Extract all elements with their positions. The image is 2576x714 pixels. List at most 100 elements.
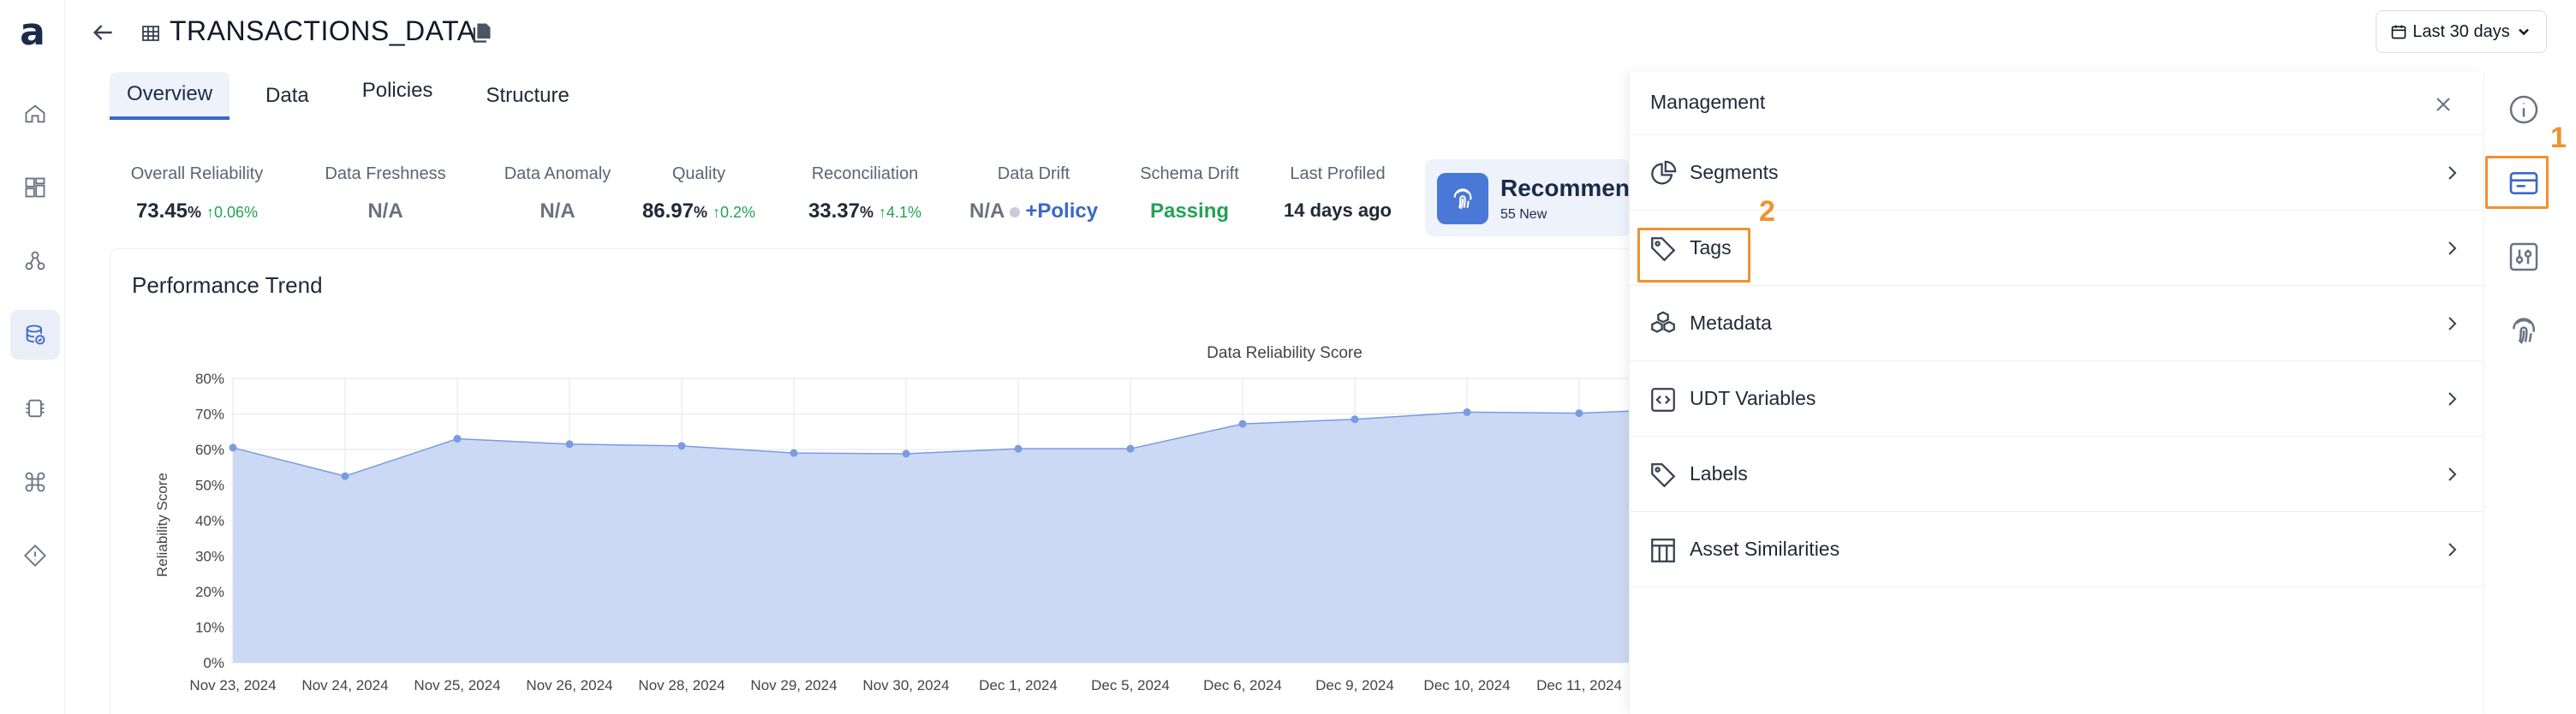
x-tick-label: Nov 29, 2024 (750, 677, 837, 693)
command-icon[interactable] (10, 457, 60, 507)
metric-data-freshness[interactable]: Data Freshness N/A (325, 164, 446, 223)
y-tick-label: 30% (195, 549, 224, 565)
date-range-label: Last 30 days (2412, 21, 2510, 41)
date-range-select[interactable]: Last 30 days (2376, 10, 2547, 53)
y-tick-label: 0% (203, 655, 224, 671)
y-tick-label: 80% (195, 371, 224, 387)
chevron-right-icon (2448, 392, 2457, 406)
management-card-icon[interactable] (2507, 166, 2541, 200)
management-item-tags[interactable]: Tags (1630, 211, 2483, 286)
label-icon (1651, 463, 1676, 488)
data-point (790, 449, 798, 457)
tab-data[interactable]: Data (265, 84, 309, 107)
x-tick-label: Dec 9, 2024 (1315, 677, 1394, 693)
chevron-right-icon (2448, 166, 2457, 180)
app-logo[interactable]: a (20, 10, 45, 54)
back-arrow-icon[interactable] (89, 19, 116, 46)
chip-icon[interactable] (10, 384, 60, 433)
data-reliability-icon[interactable] (10, 310, 60, 360)
y-tick-label: 50% (195, 478, 224, 494)
dashboard-icon[interactable] (10, 163, 60, 212)
fingerprint-icon (1437, 173, 1488, 224)
data-point (229, 443, 237, 452)
metric-schema-drift[interactable]: Schema Drift Passing (1140, 164, 1239, 223)
chevron-right-icon (2448, 317, 2457, 330)
data-point (1351, 415, 1359, 424)
home-icon[interactable] (10, 89, 60, 139)
tab-overview[interactable]: Overview (110, 72, 230, 120)
x-tick-label: Dec 6, 2024 (1203, 677, 1282, 693)
metric-data-anomaly[interactable]: Data Anomaly N/A (504, 164, 611, 223)
series-line (232, 410, 1636, 477)
performance-title: Performance Trend (132, 272, 323, 298)
management-header: Management (1630, 72, 2483, 135)
close-icon[interactable] (2431, 92, 2455, 116)
pie-chart-icon (1651, 160, 1677, 185)
y-tick-label: 10% (195, 620, 224, 636)
management-title: Management (1650, 91, 1766, 113)
network-icon[interactable] (10, 236, 60, 286)
chevron-right-icon (2448, 543, 2457, 556)
tag-icon (1651, 237, 1676, 262)
table-icon (1651, 538, 1675, 562)
calendar-icon (2391, 25, 2406, 39)
alert-diamond-icon[interactable] (10, 531, 60, 580)
data-point (1238, 419, 1247, 428)
metric-reconciliation[interactable]: Reconciliation 33.37% ↑4.1% (808, 164, 922, 223)
metric-quality[interactable]: Quality 86.97% ↑0.2% (641, 164, 756, 223)
data-point (1463, 408, 1471, 416)
x-tick-label: Nov 28, 2024 (638, 677, 724, 693)
data-point (1014, 444, 1023, 453)
management-item-metadata[interactable]: Metadata (1630, 286, 2483, 361)
reliability-chart: 0% 10% 20% 30% 40% 50% 60% 70% 80% Nov 23, 2024 No… (189, 371, 1636, 693)
recommendations-card[interactable]: Recommend 55 New (1425, 159, 1644, 236)
management-item-labels[interactable]: Labels (1630, 437, 2483, 512)
data-point (341, 472, 349, 480)
metric-data-drift[interactable]: Data Drift N/A +Policy (969, 164, 1099, 223)
data-point (453, 435, 462, 443)
x-tick-label: Nov 26, 2024 (526, 677, 612, 693)
x-tick-label: Dec 11, 2024 (1536, 677, 1622, 693)
management-item-segments[interactable]: Segments (1630, 135, 2483, 211)
x-tick-label: Nov 24, 2024 (301, 677, 388, 693)
data-point (1126, 444, 1135, 453)
rail-highlight-box (2485, 156, 2549, 209)
management-panel: Management Segments Tags Metadata UDT Va… (1629, 72, 2483, 714)
table-icon (142, 26, 159, 41)
chevron-down-icon (2518, 28, 2529, 36)
fingerprint-icon[interactable] (2507, 313, 2541, 348)
x-tick-label: Dec 10, 2024 (1423, 677, 1510, 693)
tags-highlight-box (1637, 228, 1750, 283)
x-tick-label: Dec 1, 2024 (979, 677, 1058, 693)
y-tick-label: 70% (195, 407, 224, 423)
x-tick-label: Nov 23, 2024 (189, 677, 276, 693)
tab-structure[interactable]: Structure (486, 84, 569, 107)
tab-bar: Overview Data Policies Structure (110, 72, 605, 120)
management-item-udt-variables[interactable]: UDT Variables (1630, 361, 2483, 437)
data-point (565, 440, 574, 449)
y-tick-label: 20% (195, 584, 224, 600)
chevron-right-icon (2448, 241, 2457, 255)
info-icon[interactable] (2507, 92, 2541, 127)
data-point (1575, 409, 1583, 418)
settings-sliders-icon[interactable] (2507, 240, 2541, 274)
chevron-right-icon (2448, 467, 2457, 481)
page-title: TRANSACTIONS_DATA (170, 15, 476, 46)
code-brackets-icon (1651, 388, 1675, 412)
x-tick-label: Nov 30, 2024 (862, 677, 949, 693)
annotation-step-1: 1 (2550, 122, 2567, 154)
recommendations-count: 55 New (1500, 207, 1547, 222)
cubes-icon (1651, 311, 1675, 333)
tab-policies[interactable]: Policies (361, 79, 433, 102)
metric-last-profiled[interactable]: Last Profiled 14 days ago (1284, 164, 1392, 221)
x-tick-label: Dec 5, 2024 (1091, 677, 1170, 693)
y-tick-label: 40% (195, 513, 224, 529)
add-policy-link[interactable]: +Policy (1025, 199, 1099, 223)
management-item-asset-similarities[interactable]: Asset Similarities (1630, 512, 2483, 587)
x-tick-label: Nov 25, 2024 (414, 677, 500, 693)
copy-icon[interactable] (469, 21, 493, 45)
recommendations-title: Recommend (1500, 175, 1645, 201)
annotation-step-2: 2 (1759, 195, 1775, 228)
data-point (677, 442, 686, 450)
metric-overall-reliability[interactable]: Overall Reliability 73.45% ↑0.06% (130, 164, 264, 223)
